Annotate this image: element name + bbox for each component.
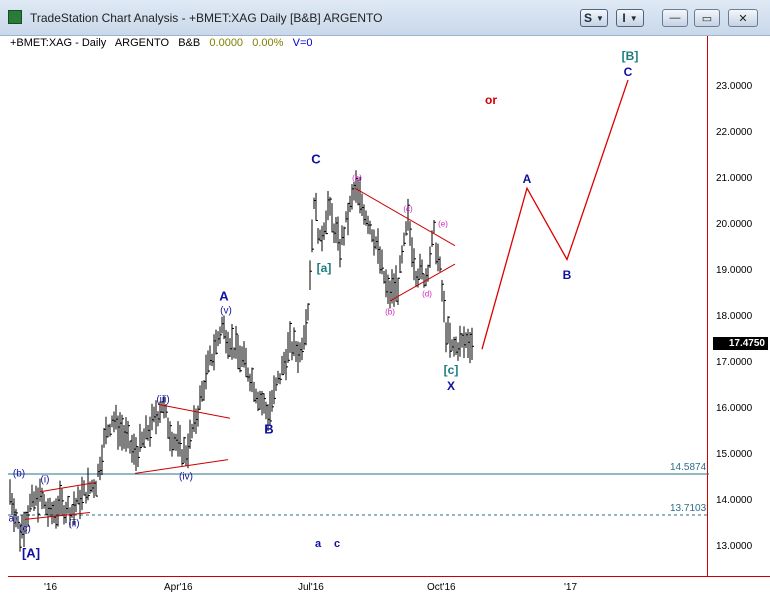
wave-label-ii: (ii) <box>68 518 80 530</box>
wave-label-c-bracket: [c] <box>443 363 459 377</box>
wave-label-a-bracket: [a] <box>316 261 332 275</box>
wave-label-small-c: c <box>333 538 341 550</box>
price-tick: 13.0000 <box>716 541 753 552</box>
price-tick: 16.0000 <box>716 403 753 414</box>
study-label: B&B <box>178 37 201 49</box>
iv-triangle-lower-line <box>134 459 229 474</box>
price-tick: 17.0000 <box>716 357 753 368</box>
dashed-line-label: 13.7103 <box>670 503 707 514</box>
close-button[interactable]: ✕ <box>728 9 758 27</box>
time-tick: Jul'16 <box>298 582 324 593</box>
wave-label-c-jan: (c) <box>19 523 31 535</box>
price-axis: 23.0000 22.0000 21.0000 20.0000 19.0000 … <box>709 36 770 576</box>
minimize-icon: — <box>669 12 681 24</box>
s-menu-button[interactable]: S ▼ <box>580 9 608 27</box>
wave-label-iv: (iv) <box>179 471 193 483</box>
wave-label-small-a: a <box>314 538 322 550</box>
wave-label-A-bracket: [A] <box>21 545 41 561</box>
wave-label-pd: (d) <box>422 289 432 299</box>
price-tick: 23.0000 <box>716 81 753 92</box>
time-tick: Oct'16 <box>427 582 456 593</box>
i-menu-button[interactable]: I ▼ <box>616 9 644 27</box>
price-tick: 19.0000 <box>716 265 753 276</box>
minimize-button[interactable]: — <box>662 9 688 27</box>
name-label: ARGENTO <box>114 37 170 49</box>
wave-label-pb: (b) <box>385 307 395 317</box>
window-title: TradeStation Chart Analysis - +BMET:XAG … <box>30 11 383 25</box>
time-tick: '16 <box>44 582 58 593</box>
change-value: 0.0000 <box>209 37 244 49</box>
left-margin <box>0 36 8 597</box>
s-label: S <box>584 11 593 25</box>
wave-label-pe: (e) <box>438 219 448 229</box>
close-icon: ✕ <box>738 12 748 25</box>
wave-label-a-jan: a) <box>8 513 18 525</box>
time-tick: Apr'16 <box>164 582 193 593</box>
iv-triangle-upper-line <box>157 403 231 419</box>
maximize-icon: ▭ <box>701 12 713 25</box>
wave-label-A: A <box>219 288 229 304</box>
change-pct-value: 0.00% <box>252 37 284 49</box>
chevron-down-icon: ▼ <box>629 13 638 23</box>
wave-label-B: B <box>264 421 274 437</box>
last-price-label: 17.4750 <box>713 337 768 350</box>
wave-label-X: X <box>446 379 456 393</box>
i-label: I <box>622 11 626 25</box>
triangle-upper-line <box>354 187 456 247</box>
wave-label-B-proj: B <box>562 268 572 282</box>
triangle-lower-line <box>389 263 456 302</box>
wave-label-i: (i) <box>40 474 50 486</box>
chevron-down-icon: ▼ <box>596 13 604 23</box>
tradestation-logo-icon <box>8 10 22 24</box>
volume-value: V=0 <box>292 37 313 49</box>
early-lower-line <box>24 512 91 520</box>
early-upper-line <box>39 482 96 493</box>
wave-label-pc: (c) <box>403 204 413 214</box>
support-line-label: 14.5874 <box>670 462 707 473</box>
wave-label-v: (v) <box>220 305 232 317</box>
time-axis: '16 Apr'16 Jul'16 Oct'16 '17 <box>8 576 770 597</box>
wave-label-A-proj: A <box>522 172 532 186</box>
wave-label-B-bracket: [B] <box>621 49 639 63</box>
wave-label-b-jan: (b) <box>12 468 26 480</box>
maximize-button[interactable]: ▭ <box>694 9 720 27</box>
chart-header: +BMET:XAG - Daily ARGENTO B&B 0.0000 0.0… <box>10 37 313 49</box>
price-tick: 20.0000 <box>716 219 753 230</box>
title-bar: TradeStation Chart Analysis - +BMET:XAG … <box>0 0 770 36</box>
projection-path <box>481 79 629 350</box>
price-tick: 14.0000 <box>716 495 753 506</box>
time-tick: '17 <box>564 582 578 593</box>
price-tick: 22.0000 <box>716 127 753 138</box>
wave-label-C: C <box>311 151 321 167</box>
or-label: or <box>485 93 497 107</box>
wave-label-pa: (a) <box>352 173 362 183</box>
chart-plot-area[interactable] <box>8 36 708 576</box>
wave-label-iii: (iii) <box>156 394 170 406</box>
wave-label-C-proj: C <box>623 65 633 79</box>
symbol-label: +BMET:XAG - Daily <box>10 37 107 49</box>
price-tick: 21.0000 <box>716 173 753 184</box>
price-tick: 15.0000 <box>716 449 753 460</box>
price-tick: 18.0000 <box>716 311 753 322</box>
